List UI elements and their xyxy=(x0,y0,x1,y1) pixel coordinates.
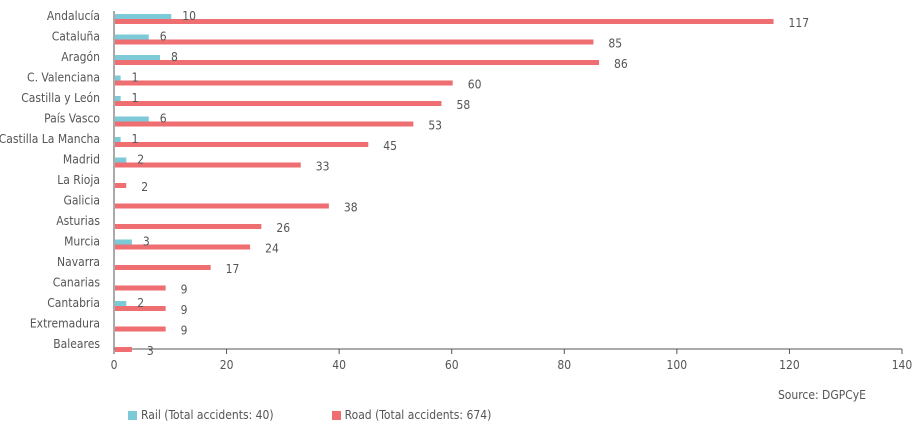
bar-road-aragon xyxy=(115,60,599,65)
legend-label-rail: Rail (Total accidents: 40) xyxy=(141,408,274,422)
label-road-castilla-la-mancha: 45 xyxy=(383,139,397,153)
category-label-pais-vasco: País Vasco xyxy=(44,112,100,126)
bar-rail-madrid xyxy=(115,158,126,163)
label-road-navarra: 17 xyxy=(226,262,240,276)
bar-road-murcia xyxy=(115,245,250,250)
label-rail-pais-vasco: 6 xyxy=(160,112,167,126)
bar-road-extremadura xyxy=(115,327,166,332)
label-road-cantabria: 9 xyxy=(181,303,188,317)
bar-road-navarra xyxy=(115,265,211,270)
x-tick-label: 100 xyxy=(667,358,688,372)
label-road-galicia: 38 xyxy=(344,201,358,215)
category-label-canarias: Canarias xyxy=(53,276,101,290)
label-rail-castilla-la-mancha: 1 xyxy=(132,132,139,146)
bar-rail-pais-vasco xyxy=(115,117,149,122)
category-label-madrid: Madrid xyxy=(63,153,100,167)
bar-road-la-rioja xyxy=(115,183,126,188)
label-road-canarias: 9 xyxy=(181,283,188,297)
legend: Rail (Total accidents: 40) Road (Total a… xyxy=(128,408,549,422)
category-label-castilla-la-mancha: Castilla La Mancha xyxy=(0,132,100,146)
label-rail-c-valenciana: 1 xyxy=(132,71,139,85)
category-label-extremadura: Extremadura xyxy=(30,317,100,331)
bar-rail-cantabria xyxy=(115,301,126,306)
category-label-castilla-y-leon: Castilla y León xyxy=(21,91,100,105)
source-note: Source: DGPCyE xyxy=(778,388,866,402)
category-label-cataluna: Cataluña xyxy=(52,30,100,44)
bar-rail-castilla-la-mancha xyxy=(115,137,121,142)
x-tick-label: 20 xyxy=(220,358,234,372)
legend-item-road: Road (Total accidents: 674) xyxy=(332,408,492,422)
category-label-c-valenciana: C. Valenciana xyxy=(27,71,100,85)
category-label-baleares: Baleares xyxy=(53,337,100,351)
x-tick-label: 60 xyxy=(445,358,459,372)
legend-item-rail: Rail (Total accidents: 40) xyxy=(128,408,274,422)
category-label-aragon: Aragón xyxy=(61,50,100,64)
category-label-murcia: Murcia xyxy=(64,235,100,249)
label-road-c-valenciana: 60 xyxy=(468,78,482,92)
legend-label-road: Road (Total accidents: 674) xyxy=(345,408,492,422)
label-rail-aragon: 8 xyxy=(171,50,178,64)
x-tick-label: 40 xyxy=(332,358,346,372)
label-rail-andalucia: 10 xyxy=(182,9,196,23)
label-road-baleares: 3 xyxy=(147,344,154,358)
category-label-galicia: Galicia xyxy=(63,194,100,208)
x-axis: 0 20 40 60 80 100 120 140 xyxy=(111,349,913,372)
bar-road-cataluna xyxy=(115,40,593,45)
bar-road-andalucia xyxy=(115,19,774,24)
label-road-asturias: 26 xyxy=(276,221,290,235)
x-tick-label: 80 xyxy=(557,358,571,372)
label-rail-castilla-y-leon: 1 xyxy=(132,91,139,105)
bar-rail-castilla-y-leon xyxy=(115,96,121,101)
category-labels: Andalucía Cataluña Aragón C. Valenciana Cast… xyxy=(0,9,100,351)
label-rail-murcia: 3 xyxy=(143,235,150,249)
bar-road-c-valenciana xyxy=(115,81,453,86)
label-road-castilla-y-leon: 58 xyxy=(456,98,470,112)
bar-road-castilla-y-leon xyxy=(115,101,441,106)
category-label-cantabria: Cantabria xyxy=(47,296,100,310)
label-road-murcia: 24 xyxy=(265,242,279,256)
bar-rail-andalucia xyxy=(115,14,171,19)
bar-road-asturias xyxy=(115,224,261,229)
label-rail-cantabria: 2 xyxy=(137,296,144,310)
bar-road-galicia xyxy=(115,204,329,209)
bar-rail-aragon xyxy=(115,55,160,60)
x-tick-label: 120 xyxy=(779,358,800,372)
label-rail-cataluna: 6 xyxy=(160,30,167,44)
legend-swatch-road xyxy=(332,411,341,420)
label-rail-madrid: 2 xyxy=(137,153,144,167)
bar-road-canarias xyxy=(115,286,166,291)
x-tick-label: 140 xyxy=(892,358,913,372)
category-label-la-rioja: La Rioja xyxy=(57,173,100,187)
label-road-madrid: 33 xyxy=(316,160,330,174)
label-road-aragon: 86 xyxy=(614,57,628,71)
bars xyxy=(115,14,774,352)
label-road-pais-vasco: 53 xyxy=(428,119,442,133)
category-label-andalucia: Andalucía xyxy=(47,9,100,23)
bar-rail-c-valenciana xyxy=(115,76,121,81)
bar-rail-cataluna xyxy=(115,35,149,40)
bar-rail-murcia xyxy=(115,240,132,245)
bar-road-castilla-la-mancha xyxy=(115,142,368,147)
label-road-la-rioja: 2 xyxy=(141,180,148,194)
category-label-asturias: Asturias xyxy=(56,214,100,228)
label-road-cataluna: 85 xyxy=(608,37,622,51)
bar-road-baleares xyxy=(115,347,132,352)
category-label-navarra: Navarra xyxy=(57,255,100,269)
label-road-extremadura: 9 xyxy=(181,324,188,338)
x-tick-label: 0 xyxy=(111,358,118,372)
legend-swatch-rail xyxy=(128,411,137,420)
label-road-andalucia: 117 xyxy=(789,16,810,30)
